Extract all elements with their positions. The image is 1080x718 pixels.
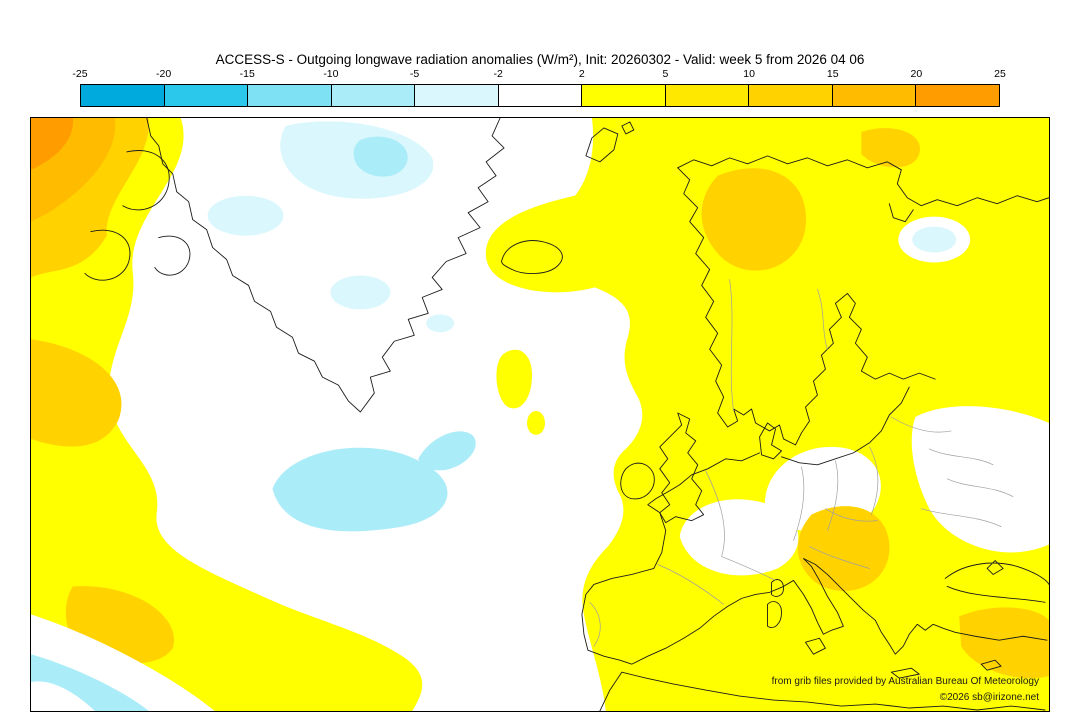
great-britain-coastline — [659, 412, 705, 524]
west-orange-core-anomaly — [31, 118, 74, 170]
greenland-negative-spot-3 — [426, 314, 455, 333]
colorbar-tick-label: 10 — [743, 68, 755, 80]
arctic-negative-core — [353, 136, 408, 177]
colorbar-tick-label: 15 — [826, 68, 839, 80]
black-sea-coastline — [944, 560, 1049, 603]
anomaly-fill-regions — [31, 118, 1049, 711]
coastlines — [84, 118, 1049, 711]
greenland-coast-positive-spot — [496, 349, 533, 409]
country-border — [657, 564, 724, 605]
country-border — [890, 416, 952, 433]
colorbar-segment — [749, 85, 833, 106]
east-white-region — [911, 406, 1049, 553]
ireland-coastline — [620, 462, 655, 500]
colorbar-segment — [498, 85, 583, 106]
greenland-coastline — [146, 118, 505, 413]
topright-gold-anomaly — [861, 128, 920, 168]
crete-coastline — [890, 667, 920, 679]
greenland-negative-spot-2 — [330, 275, 391, 310]
greenland-coast-positive-spot-2 — [527, 411, 545, 435]
colorbar-segment — [916, 85, 1000, 106]
country-border — [721, 556, 776, 581]
southeast-gold-anomaly — [959, 607, 1049, 679]
country-border — [946, 478, 1014, 498]
attribution-copyright: ©2026 sb@irizone.net — [939, 692, 1039, 703]
country-border — [793, 466, 805, 541]
greenland-negative-spot-1 — [207, 195, 284, 236]
colorbar-segment — [164, 85, 249, 106]
denmark-coastline — [759, 422, 782, 460]
country-border — [827, 460, 839, 531]
country-border — [920, 508, 1002, 527]
east-edge-negative-spot — [912, 226, 957, 253]
country-border — [589, 602, 601, 647]
page-title: ACCESS-S - Outgoing longwave radiation a… — [215, 52, 865, 67]
atlantic-negative-anomaly — [272, 447, 448, 532]
sardinia-coastline — [767, 601, 782, 628]
cyprus-coastline — [980, 659, 1002, 671]
colorbar-tick-label: 2 — [578, 68, 585, 80]
colorbar-segments — [80, 84, 1000, 107]
colorbar-segment — [665, 85, 750, 106]
colorbar-tick-label: -20 — [156, 68, 172, 80]
canadian-arctic-coastline-3 — [154, 235, 191, 276]
country-borders — [589, 279, 1014, 647]
country-border — [928, 448, 994, 466]
country-border — [869, 446, 879, 516]
corner-negative-anomaly — [31, 654, 149, 711]
sicily-coastline — [805, 637, 826, 655]
map-frame: from grib files provided by Australian B… — [30, 117, 1050, 712]
corsica-coastline — [771, 579, 784, 597]
colorbar-segment — [415, 85, 499, 106]
colorbar-segment — [331, 85, 416, 106]
colorbar-tick-label: -25 — [72, 68, 88, 80]
attribution: from grib files provided by Australian B… — [772, 674, 1039, 706]
country-border — [809, 546, 870, 569]
scandinavia-gold-anomaly — [701, 168, 806, 271]
scandinavia-coastline — [677, 167, 936, 446]
colorbar-segment — [248, 85, 332, 106]
west-positive-anomaly — [31, 118, 423, 711]
africa-coastline — [599, 671, 1046, 711]
canadian-arctic-coastline-1 — [122, 150, 170, 211]
attribution-source: from grib files provided by Australian B… — [771, 676, 1039, 687]
colorbar-tick-label: 25 — [994, 68, 1006, 80]
iceland-coastline — [501, 240, 563, 274]
baltic-coastline — [781, 386, 910, 466]
country-border — [705, 470, 725, 557]
country-border — [729, 279, 734, 412]
left-center-gold-anomaly — [31, 339, 122, 447]
anomaly-map — [31, 118, 1049, 711]
colorbar-tick-label: -15 — [239, 68, 255, 80]
colorbar-tick-label: -10 — [323, 68, 339, 80]
barents-coastline — [677, 155, 1049, 207]
colorbar-ticks: -25 -20 -15 -10 -5 -2 2 5 10 15 20 25 — [72, 68, 1005, 81]
atlantic-negative-tail — [418, 431, 476, 471]
canadian-arctic-coastline-2 — [84, 229, 131, 281]
colorbar-segment — [832, 85, 917, 106]
europe-white-region-france — [679, 499, 799, 576]
country-border — [817, 289, 828, 350]
svalbard-coastline — [585, 121, 635, 163]
east-positive-anomaly — [486, 118, 1049, 711]
colorbar-tick-label: 5 — [662, 68, 669, 80]
country-border — [825, 508, 878, 522]
colorbar-segment — [582, 85, 666, 106]
colorbar-tick-label: -5 — [409, 68, 420, 80]
colorbar-segment — [81, 85, 165, 106]
colorbar-tick-label: -2 — [493, 68, 503, 80]
balkans-gold-anomaly — [797, 506, 890, 592]
colorbar-tick-label: 20 — [910, 68, 923, 80]
white-sea-coastline — [888, 203, 914, 223]
